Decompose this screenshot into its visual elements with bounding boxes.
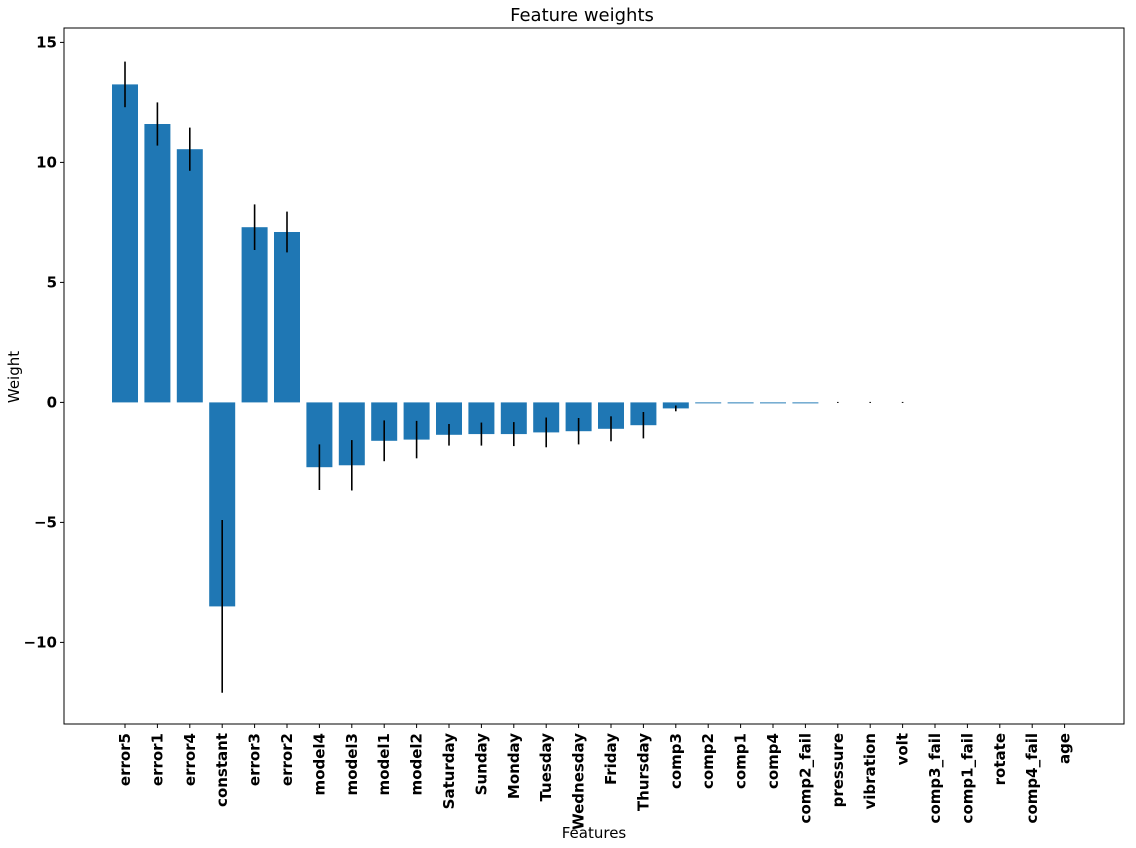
x-axis-label: Features: [562, 824, 627, 842]
error-bars-group: [124, 61, 904, 693]
bar-comp3: [662, 402, 689, 409]
x-tick-label: model3: [343, 733, 361, 795]
x-tick-label: Tuesday: [537, 733, 555, 802]
bar-comp4: [760, 402, 786, 404]
bar-comp2: [695, 402, 722, 404]
bar-error3: [241, 227, 268, 403]
x-tick-label: Thursday: [634, 733, 652, 811]
bar-error4: [176, 149, 203, 403]
x-tick-label: model4: [310, 733, 328, 795]
x-tick-label: error4: [181, 733, 199, 786]
bar-error1: [144, 124, 171, 403]
bar-error2: [274, 232, 300, 403]
x-tick-label: comp3: [667, 733, 685, 789]
x-tick-label: comp1: [732, 733, 750, 789]
y-tick-label: 10: [36, 153, 57, 171]
x-axis: error5 error1 error4 constant error3 error2 mo…: [116, 724, 1074, 830]
x-tick-label: comp4: [764, 733, 782, 789]
x-tick-label: comp1_fail: [958, 733, 976, 823]
x-tick-label: error5: [116, 733, 134, 786]
x-tick-label: Monday: [505, 733, 523, 799]
x-tick-label: Sunday: [472, 733, 490, 796]
y-tick-label: 0: [47, 393, 57, 411]
x-tick-label: model2: [408, 733, 426, 795]
bar-comp2_fail: [792, 402, 819, 404]
x-tick-label: comp2_fail: [796, 733, 814, 823]
x-tick-label: error3: [246, 733, 264, 786]
x-tick-label: error2: [278, 733, 296, 786]
x-tick-label: comp2: [699, 733, 717, 789]
y-axis-label: Weight: [5, 351, 23, 403]
y-tick-label: −10: [24, 633, 57, 651]
y-tick-label: 15: [36, 33, 57, 51]
y-tick-label: 5: [47, 273, 57, 291]
x-tick-label: comp3_fail: [926, 733, 944, 823]
x-tick-label: model1: [375, 733, 393, 795]
x-tick-label: comp4_fail: [1023, 733, 1041, 823]
x-tick-label: rotate: [991, 733, 1009, 785]
bar-comp1: [727, 402, 754, 404]
x-tick-label: volt: [894, 733, 912, 765]
chart-title: Feature weights: [510, 5, 654, 26]
plot-frame: [63, 27, 1125, 725]
bar-error5: [112, 84, 138, 403]
x-tick-label: constant: [213, 733, 231, 807]
x-tick-label: Saturday: [440, 733, 458, 810]
x-tick-label: pressure: [829, 733, 847, 807]
y-axis: 15 10 5 0 −5 −10: [24, 33, 64, 651]
y-tick-label: −5: [34, 513, 57, 531]
x-tick-label: age: [1056, 733, 1074, 764]
x-tick-label: error1: [148, 733, 166, 786]
x-tick-label: Friday: [602, 733, 620, 785]
x-tick-label: Wednesday: [570, 733, 588, 830]
x-tick-label: vibration: [861, 733, 879, 809]
